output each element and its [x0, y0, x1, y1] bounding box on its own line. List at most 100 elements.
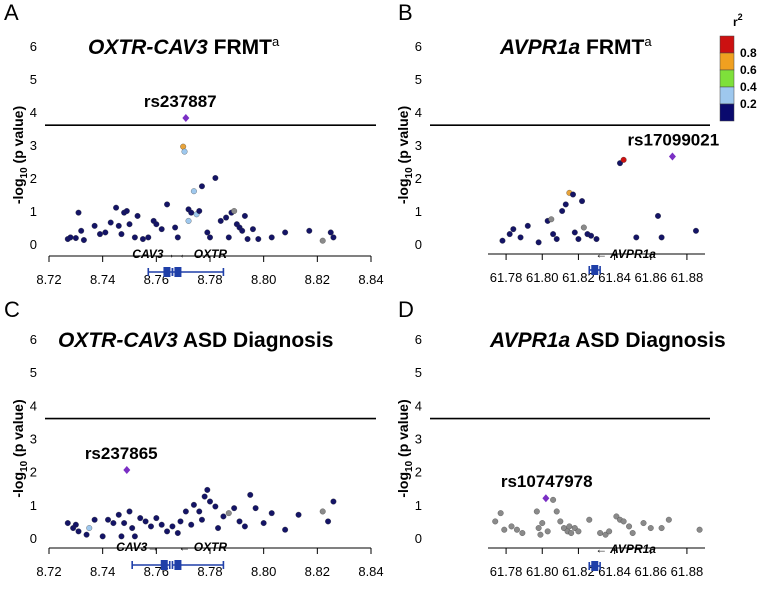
y-tick-label: 4 [415, 105, 422, 120]
snp-point [126, 221, 133, 228]
gene-label: ← OXTR [178, 540, 227, 554]
chart-title-gene: AVPR1a [489, 329, 570, 352]
chart-title-rest: ASD Diagnosis [178, 329, 334, 352]
snp-point [190, 188, 197, 195]
lead-snp-marker [123, 466, 131, 475]
x-tick-label: 8.82 [305, 272, 330, 287]
snp-point [244, 236, 251, 242]
snp-point [177, 518, 184, 525]
snp-point [220, 513, 227, 520]
x-tick-label: 61.80 [526, 270, 559, 285]
snp-point [164, 201, 171, 208]
snp-point [571, 229, 578, 236]
legend-swatch [719, 86, 735, 105]
legend-title-superscript: 2 [738, 12, 743, 22]
gene-label: CAV3→ [116, 540, 159, 554]
x-tick-label: 8.78 [197, 272, 222, 287]
legend-label: 0.4 [740, 80, 757, 94]
snp-point [282, 526, 289, 533]
y-axis-label: -log10 (p value) [10, 399, 30, 497]
snp-point [606, 528, 613, 535]
x-tick-label: 8.82 [305, 564, 330, 579]
snp-point [180, 143, 187, 150]
snp-point [568, 530, 575, 536]
snp-point [295, 511, 302, 518]
snp-point [633, 234, 640, 241]
snp-point [118, 533, 125, 540]
legend-title-r: r [733, 15, 738, 29]
snp-point [626, 523, 632, 530]
snp-point [497, 510, 504, 517]
snp-point [142, 518, 149, 525]
chart-title-gene: AVPR1a [499, 36, 580, 59]
snp-point [575, 236, 582, 242]
gene-exon-block [591, 265, 599, 275]
lead-snp-marker [668, 152, 676, 161]
y-tick-label: 3 [415, 432, 422, 447]
y-tick-label: 6 [30, 332, 37, 347]
snp-point [118, 231, 125, 238]
snp-point [620, 156, 627, 163]
x-tick-label: 61.84 [598, 270, 631, 285]
snp-point [519, 530, 526, 536]
snp-point [64, 520, 71, 527]
x-tick-label: 61.82 [562, 270, 595, 285]
snp-point [252, 505, 259, 512]
y-tick-label: 0 [415, 237, 422, 252]
snp-point [67, 234, 74, 241]
y-tick-label: 3 [30, 432, 37, 447]
snp-point [655, 212, 661, 219]
y-axis-label-suffix: (p value) [10, 106, 26, 167]
snp-point [158, 521, 165, 528]
y-tick-label: 1 [415, 204, 422, 219]
lead-snp-label: rs17099021 [627, 131, 719, 150]
legend-title: r2 [733, 12, 743, 29]
x-tick-label: 8.72 [36, 564, 61, 579]
panel-b: B AVPR1a FRMTa 0 1 2 3 4 5 6 -log10 (p value) 61.7… [395, 0, 719, 285]
y-axis-label-prefix: -log [395, 472, 411, 498]
legend-swatch [719, 69, 735, 88]
snp-point [236, 518, 243, 525]
y-axis-label-subscript: 10 [404, 460, 415, 472]
panel-letter: C [4, 297, 20, 322]
snp-point [570, 191, 576, 198]
snp-point [506, 231, 513, 238]
snp-point [319, 237, 326, 244]
y-axis-label-prefix: -log [10, 178, 26, 204]
x-tick-label: 8.80 [251, 564, 276, 579]
snp-point [115, 222, 122, 229]
snp-point [207, 234, 213, 241]
y-tick-label: 6 [415, 39, 422, 54]
y-tick-label: 5 [415, 365, 422, 380]
snp-point [174, 530, 181, 536]
y-tick-label: 6 [415, 332, 422, 347]
y-tick-label: 2 [30, 171, 37, 186]
snp-point [207, 498, 213, 505]
snp-point [72, 235, 79, 242]
snp-point [99, 533, 106, 540]
snp-point [535, 239, 542, 246]
snp-point [181, 148, 188, 155]
snp-point [559, 208, 566, 214]
y-tick-label: 6 [30, 39, 37, 54]
snp-point [231, 505, 238, 512]
x-tick-label: 8.78 [197, 564, 222, 579]
snp-point [212, 503, 219, 510]
chart-title-rest: FRMT [208, 36, 272, 59]
x-tick-label: 61.86 [634, 270, 667, 285]
snp-point [231, 208, 238, 214]
snp-point [158, 226, 165, 233]
panel-d: D AVPR1a ASD Diagnosis 0 1 2 3 4 5 6 -log10 (p va… [395, 297, 726, 579]
snp-point [212, 175, 219, 181]
snp-point [86, 525, 93, 531]
x-tick-label: 8.76 [144, 272, 169, 287]
x-tick-label: 61.88 [671, 564, 704, 579]
snp-point [562, 201, 569, 208]
snp-point [533, 508, 540, 515]
legend-label: 0.6 [740, 63, 757, 77]
snp-point [319, 508, 326, 515]
gene-exon-block [591, 561, 599, 571]
snp-point [241, 523, 248, 530]
panel-a: A OXTR-CAV3 FRMTa 0 1 2 3 4 5 6 -log10 (p value) 8… [4, 0, 384, 287]
chart-title-superscript: a [272, 34, 280, 49]
